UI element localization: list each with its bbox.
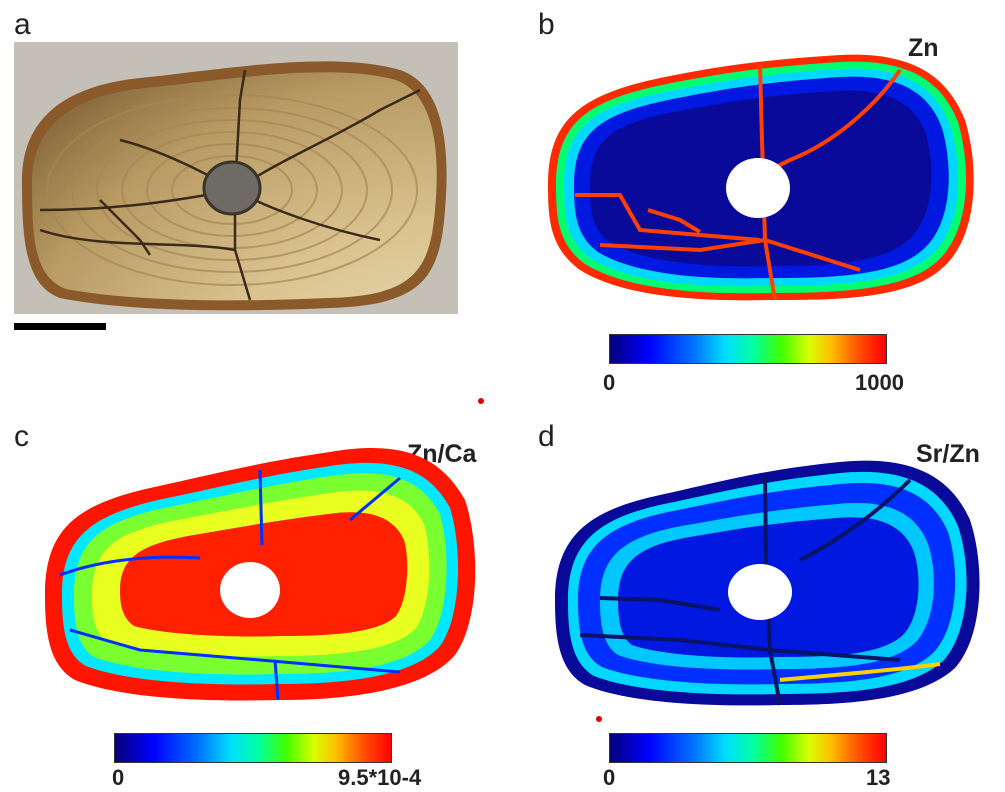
sr-zn-colorbar [609, 733, 887, 763]
sr-zn-scale-min: 0 [603, 765, 616, 790]
panel-b-letter: b [538, 8, 555, 41]
zn-colorbar [609, 334, 887, 364]
marker-dot [596, 716, 602, 722]
photo-wood-section [14, 42, 458, 314]
panel-c-letter: c [14, 420, 29, 453]
zn-ca-map [45, 448, 476, 701]
zn-ca-colorbar [114, 733, 392, 763]
marker-dot [478, 398, 484, 404]
panel-a-letter: a [14, 8, 31, 41]
scale-bar [14, 323, 106, 330]
sr-zn-scale-max: 13 [866, 765, 891, 790]
panel-b-element-label: Zn [908, 34, 939, 62]
zn-scale-min: 0 [603, 370, 616, 395]
panel-d-element-label: Sr/Zn [916, 440, 980, 468]
zn-scale-max: 1000 [855, 370, 904, 395]
sr-zn-map [555, 460, 980, 706]
panel-d-letter: d [538, 420, 555, 453]
zn-ca-scale-min: 0 [112, 765, 125, 790]
zn-map [548, 54, 974, 301]
zn-ca-scale-max: 9.5*10-4 [338, 765, 422, 790]
